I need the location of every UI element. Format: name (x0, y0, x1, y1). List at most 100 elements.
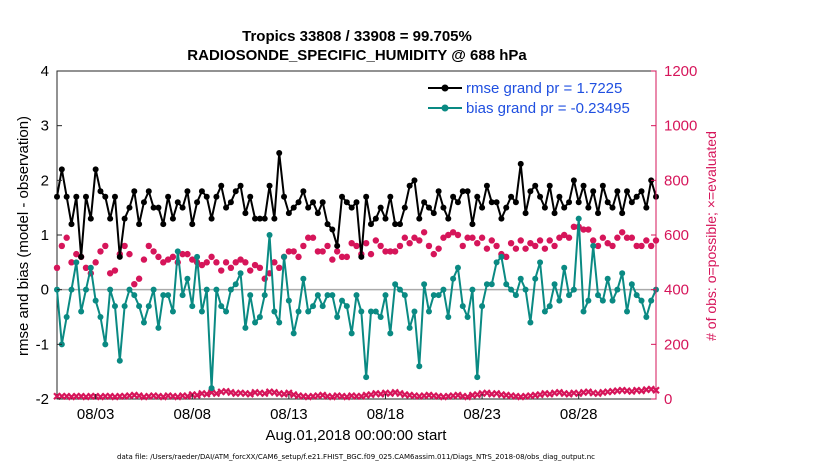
obs-possible-point (189, 256, 196, 263)
rmse-point (213, 193, 220, 200)
obs-possible-point (507, 240, 515, 247)
obs-possible-point (184, 250, 191, 258)
bias-point (590, 242, 597, 249)
bias-point (382, 292, 389, 299)
right-axis: 0 200 400 600 800 1000 1200 (651, 63, 697, 408)
rmse-point (353, 199, 360, 206)
bias-point (372, 308, 379, 315)
bias-point (367, 308, 374, 315)
bias-point (343, 303, 350, 310)
obs-possible-point (232, 259, 239, 266)
obs-possible-point (203, 259, 210, 266)
rmse-point (570, 177, 577, 184)
rmse-point (503, 204, 510, 211)
obs-possible-point (609, 242, 616, 250)
bias-point (353, 292, 360, 299)
obs-possible-point (541, 245, 549, 252)
bias-point (643, 314, 650, 320)
bias-point (522, 286, 529, 293)
bias-point (648, 297, 655, 304)
bias-point (580, 308, 587, 315)
rmse-point (532, 182, 539, 189)
rmse-point (208, 215, 215, 222)
rmse-point (339, 193, 346, 200)
rmse-point (527, 188, 534, 195)
rmse-point (377, 204, 384, 211)
obs-possible-point (411, 234, 418, 241)
obs-possible-point (348, 240, 355, 247)
bias-point (281, 253, 288, 260)
obs-possible-point (367, 250, 375, 258)
obs-possible-point (285, 248, 293, 255)
obs-possible-point (106, 270, 114, 277)
obs-possible-point (454, 231, 462, 239)
rmse-point (387, 193, 394, 200)
y-right-tick-label: 200 (664, 336, 689, 353)
rmse-point (512, 199, 519, 206)
bias-point (285, 297, 292, 304)
y-axis-label: rmse and bias (model - observation) (15, 116, 32, 356)
rmse-point (638, 188, 645, 195)
rmse-point (474, 193, 481, 200)
rmse-point (189, 221, 196, 228)
legend-box (420, 78, 648, 118)
y-right-tick-label: 0 (664, 391, 672, 408)
obs-possible-point (160, 259, 167, 266)
bias-point (532, 275, 539, 282)
rmse-point (566, 199, 573, 206)
obs-possible-point (633, 242, 640, 250)
chart-title-line2: RADIOSONDE_SPECIFIC_HUMIDITY @ 688 hPa (187, 47, 527, 64)
rmse-point (155, 204, 162, 211)
rmse-point (310, 199, 317, 206)
bias-point (561, 264, 568, 271)
bias-point (73, 259, 80, 266)
rmse-point (87, 215, 94, 222)
rmse-point (561, 204, 568, 211)
bias-point (508, 286, 515, 293)
obs-possible-point (527, 240, 534, 247)
rmse-point (624, 188, 631, 195)
bias-point (566, 292, 573, 299)
rmse-point (628, 199, 635, 206)
bias-point (63, 314, 70, 320)
series-rmse (54, 150, 659, 260)
rmse-point (82, 193, 89, 200)
rmse-point (256, 215, 263, 222)
obs-possible-point (401, 234, 409, 241)
x-axis-label: Aug.01,2018 00:00:00 start (266, 427, 448, 444)
obs-possible-point (179, 250, 186, 258)
rmse-point (483, 182, 490, 189)
x-tick-label: 08/08 (173, 406, 211, 423)
bias-point (493, 259, 500, 266)
bias-point (628, 281, 635, 288)
legend-rmse-label: rmse grand pr = 1.7225 (466, 80, 622, 97)
rmse-point (479, 204, 486, 211)
rmse-point (488, 199, 495, 206)
obs-possible-point (561, 231, 568, 239)
x-axis: 08/03 08/08 08/13 08/18 08/23 08/28 (77, 394, 597, 423)
bias-point (537, 259, 544, 266)
rmse-point (580, 182, 587, 189)
obs-evaluated-point (463, 393, 472, 401)
rmse-point (281, 193, 288, 200)
rmse-point (237, 182, 244, 189)
obs-possible-point (169, 253, 177, 261)
obs-possible-point (614, 234, 621, 241)
obs-possible-point (522, 245, 529, 252)
obs-possible-point (599, 234, 607, 241)
obs-possible-point (483, 245, 491, 252)
bias-point (68, 286, 75, 293)
rmse-point (464, 188, 471, 195)
bias-point (300, 275, 307, 282)
obs-possible-point (304, 234, 312, 241)
obs-possible-point (459, 242, 466, 250)
obs-possible-point (464, 234, 471, 241)
rmse-point (223, 204, 230, 211)
rmse-point (445, 215, 452, 222)
rmse-point (329, 226, 336, 233)
bias-point (276, 319, 283, 326)
obs-possible-point (623, 234, 631, 241)
y-tick-label: 3 (41, 118, 49, 135)
obs-possible-point (416, 237, 423, 244)
